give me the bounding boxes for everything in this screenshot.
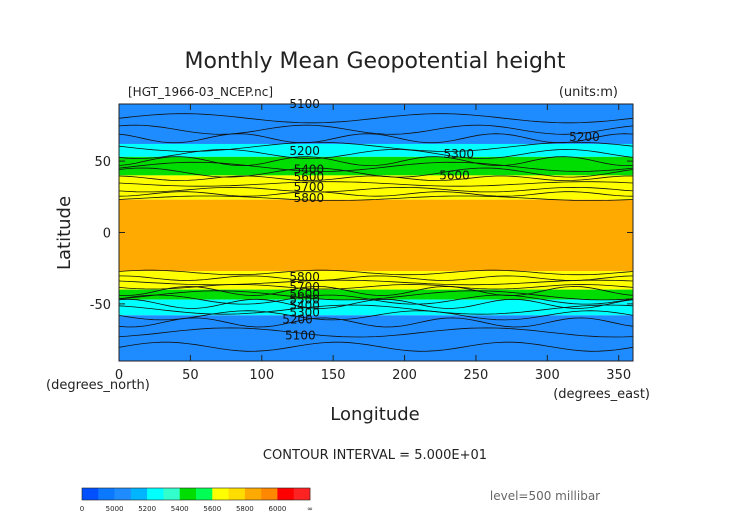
colorbar-label: 5600 [203, 505, 221, 513]
contour-band [119, 199, 633, 272]
contour-band [119, 315, 633, 361]
contour-line [118, 113, 634, 124]
contour-label: 5100 [285, 328, 316, 342]
x-tick-label: 300 [535, 368, 560, 383]
level-label: level=500 millibar [490, 489, 600, 503]
contour-line [118, 133, 634, 144]
contour-line [118, 148, 634, 159]
plot-area: 5100520054005600570058005300560052005800… [90, 97, 634, 383]
contour-label: 5800 [294, 191, 325, 205]
contour-band [119, 299, 633, 316]
y-tick-label: 50 [94, 155, 111, 170]
file-label: [HGT_1966-03_NCEP.nc] [128, 85, 273, 99]
contour-label: 5300 [444, 147, 475, 161]
colorbar-label: 5200 [138, 505, 156, 513]
x-tick-label: 100 [249, 368, 274, 383]
contour-line [118, 195, 634, 201]
x-tick-label: 250 [464, 368, 489, 383]
contour-line [118, 275, 634, 281]
contour-line [118, 284, 634, 290]
contour-line [118, 191, 634, 197]
contour-line [118, 161, 634, 172]
contour-line [118, 327, 634, 338]
contour-band [119, 289, 633, 300]
colorbar-label: 0 [80, 505, 84, 513]
x-unit-label: (degrees_east) [553, 387, 650, 402]
colorbar-swatch [179, 488, 197, 500]
colorbar-label: 5400 [171, 505, 189, 513]
colorbar-label: ∞ [307, 505, 313, 513]
contour-line [118, 294, 634, 305]
colorbar-swatch [82, 488, 99, 500]
x-tick-label: 150 [321, 368, 346, 383]
contour-line [118, 269, 634, 276]
units-label: (units:m) [559, 85, 618, 100]
y-tick-label: -50 [90, 298, 111, 313]
contour-line [118, 186, 634, 193]
colorbar-swatch [228, 488, 246, 500]
contour-interval: CONTOUR INTERVAL = 5.000E+01 [263, 448, 487, 463]
x-axis-title: Longitude [330, 404, 420, 425]
contour-band [119, 156, 633, 176]
contour-line [118, 317, 634, 328]
contour-line [118, 156, 634, 167]
contour-label: 5200 [282, 313, 313, 327]
colorbar-label: 6000 [269, 505, 287, 513]
contour-label: 5200 [569, 130, 600, 144]
y-unit-label: (degrees_north) [46, 378, 150, 393]
colorbar-swatch [163, 488, 181, 500]
colorbar-swatch [147, 488, 164, 500]
colorbar: 0 5000 5200 5400 5600 5800 6000 ∞ [80, 487, 313, 513]
x-tick-label: 200 [392, 368, 417, 383]
contour-label: 5700 [289, 280, 320, 294]
x-tick-label: 50 [182, 368, 199, 383]
chart-title: Monthly Mean Geopotential height [184, 49, 565, 74]
contour-line [118, 304, 634, 315]
colorbar-swatch [244, 488, 262, 500]
x-tick-label: 350 [606, 368, 631, 383]
y-axis-title: Latitude [54, 196, 75, 270]
contour-line [118, 290, 634, 301]
contour-line [118, 310, 634, 321]
contour-line [118, 341, 634, 352]
contour-label: 5300 [289, 305, 320, 319]
contour-label: 5400 [294, 163, 325, 177]
colorbar-label: 5000 [106, 505, 124, 513]
contour-line [118, 124, 634, 135]
contour-line [118, 175, 633, 181]
colorbar-swatch [114, 488, 132, 500]
contour-label: 5800 [289, 270, 320, 284]
colorbar-label: 5800 [236, 505, 254, 513]
contour-label: 5600 [439, 168, 470, 182]
contour-label: 5400 [289, 298, 320, 312]
colorbar-swatch [277, 488, 295, 500]
contour-label: 5200 [289, 144, 320, 158]
colorbar-frame [81, 487, 311, 501]
contour-line [118, 279, 634, 286]
x-tick-label: 0 [115, 368, 123, 383]
contour-label: 5700 [294, 180, 325, 194]
colorbar-swatch [130, 488, 148, 500]
colorbar-swatch [196, 488, 213, 500]
colorbar-swatch [261, 488, 278, 500]
contour-label: 5600 [294, 170, 325, 184]
y-tick-label: 0 [103, 227, 111, 242]
contour-line [118, 141, 634, 152]
contour-label: 5600 [289, 287, 320, 301]
contour-label: 5500 [289, 293, 320, 307]
contour-line [118, 298, 634, 309]
colorbar-swatch [293, 488, 311, 500]
contour-band [119, 104, 633, 144]
contour-line [118, 181, 634, 187]
colorbar-swatch [98, 488, 115, 500]
colorbar-swatch [212, 488, 229, 500]
contour-line [118, 167, 634, 178]
contour-line [118, 286, 634, 297]
